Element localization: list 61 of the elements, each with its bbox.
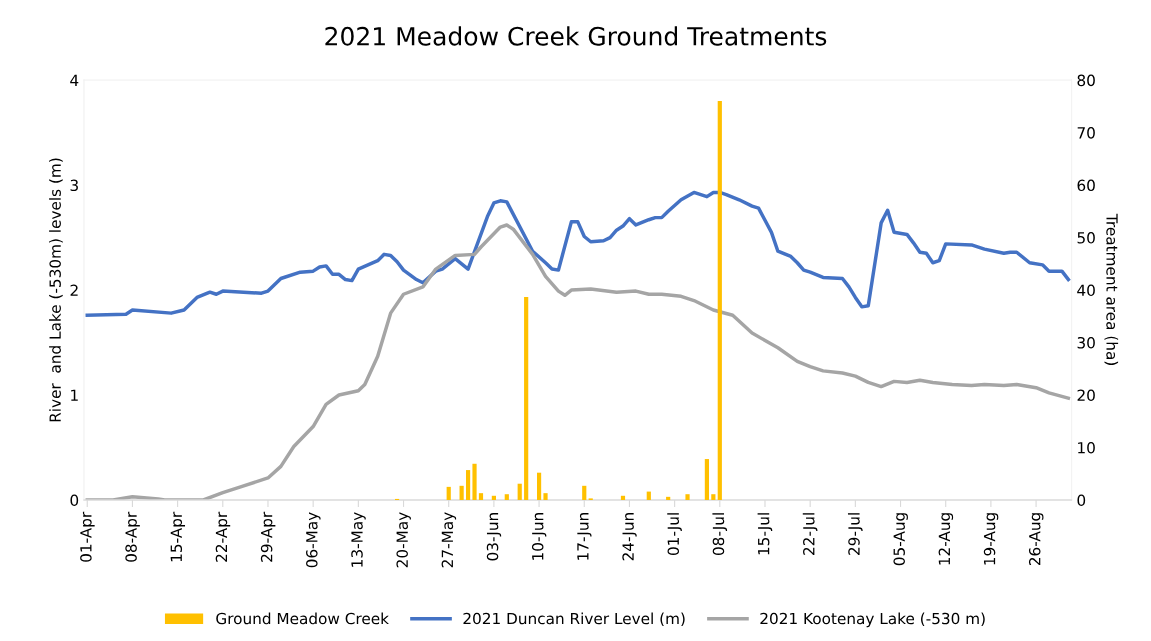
x-tick-label: 24-Jun [622,513,637,561]
x-tick-label: 22-Apr [215,511,231,562]
bar [666,496,671,500]
legend-label: 2021 Duncan River Level (m) [463,612,685,627]
bar [582,485,587,500]
bar [543,493,548,500]
y2-tick-label: 50 [1077,232,1095,244]
bar [478,493,484,500]
bar [472,463,477,500]
x-tick-label: 08-Jul [712,513,728,556]
bar [504,494,509,500]
y2-tick-label: 20 [1077,389,1095,402]
legend-label: 2021 Kootenay Lake (-530 m) [760,612,985,628]
bar [459,485,464,500]
y-tick-label: 1 [71,389,78,401]
y2-tick-label: 60 [1077,179,1095,192]
y-tick-label: 2 [70,284,78,296]
x-tick-label: 06-May [306,512,321,568]
x-tick-label: 03-Jun [486,513,502,561]
y-tick-label: 0 [70,494,79,506]
bar [524,296,529,500]
bar [646,491,651,500]
y2-tick-label: 70 [1077,127,1095,139]
bar [704,459,709,500]
x-tick-label: 01-Jul [667,513,682,556]
chart-title: 2021 Meadow Creek Ground Treatments [325,26,827,46]
y-axis-title: River and Lake (-530m) levels (m) [49,158,63,422]
line-series [85,223,1071,500]
x-tick-label: 26-Aug [1028,513,1044,566]
x-tick-label: 17-Jun [577,513,592,560]
y2-tick-label: 40 [1077,284,1095,297]
x-tick-label: 08-Apr [125,511,140,562]
y-tick-label: 3 [70,179,78,192]
x-tick-label: 01-Apr [80,511,95,562]
bar [465,470,471,500]
bar [446,486,451,500]
bar [717,101,722,500]
x-tick-label: 19-Aug [983,513,999,565]
x-tick-label: 27-May [441,512,457,568]
x-tick-label: 29-Apr [260,511,276,562]
bar [685,494,690,500]
x-tick-label: 22-Jul [802,513,818,555]
x-tick-label: 29-Jul [847,513,863,555]
y2-axis-title: Treatment area (ha) [1104,213,1119,365]
x-tick-label: 15-Apr [170,511,186,562]
x-tick-label: 20-May [396,512,411,568]
y-tick-label: 4 [70,74,79,86]
y2-tick-label: 80 [1077,74,1095,87]
y2-tick-label: 0 [1077,494,1086,506]
y2-tick-label: 30 [1077,337,1095,349]
bar [517,483,522,500]
x-tick-label: 12-Aug [938,513,954,565]
x-tick-label: 05-Aug [893,513,908,566]
x-tick-label: 13-May [351,512,366,567]
bar [711,494,716,500]
x-tick-label: 15-Jul [757,513,773,555]
bar [536,472,542,500]
x-tick-label: 10-Jun [531,513,547,560]
y2-tick-label: 10 [1078,441,1095,454]
line-series [85,190,1071,317]
legend-label: Ground Meadow Creek [216,612,389,625]
